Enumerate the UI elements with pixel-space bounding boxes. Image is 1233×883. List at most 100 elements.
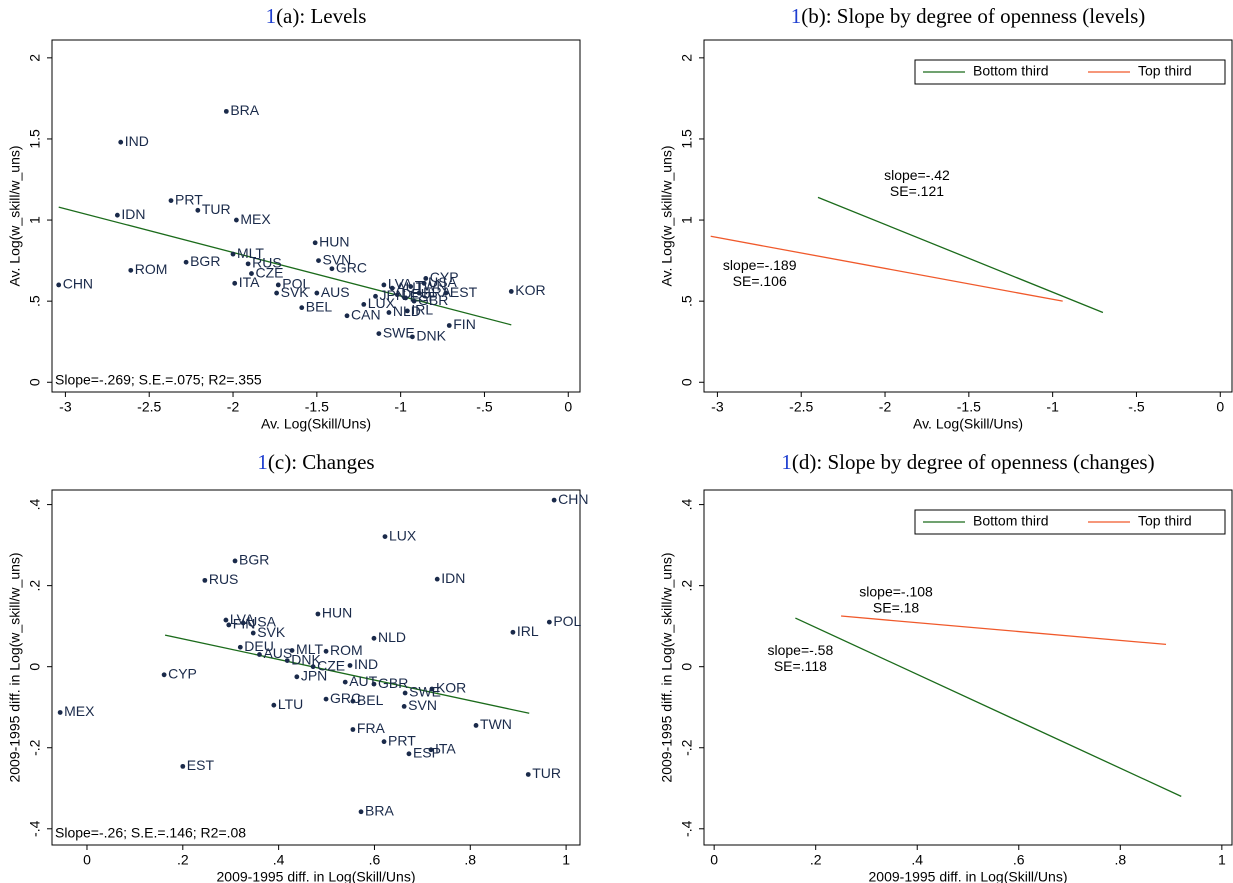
point-label: SVK	[257, 624, 286, 640]
data-point	[446, 323, 452, 328]
panel: 1(b): Slope by degree of openness (level…	[659, 4, 1233, 432]
y-axis-label: 2009-1995 diff. in Log(w_skill/w_uns)	[659, 552, 675, 782]
data-point	[421, 280, 427, 286]
data-point	[128, 267, 134, 273]
point-label: NLD	[393, 303, 421, 319]
x-tick-label: -2.5	[137, 399, 161, 415]
data-point	[394, 292, 400, 298]
point-label: BRA	[230, 102, 259, 118]
fit-line	[164, 634, 530, 714]
data-point	[382, 534, 388, 540]
point-label: CAN	[351, 306, 381, 322]
data-point	[350, 698, 356, 704]
data-point	[323, 648, 329, 654]
data-point	[546, 619, 552, 625]
x-axis-label: Av. Log(Skill/Uns)	[261, 416, 371, 432]
data-point	[161, 672, 167, 678]
data-point	[249, 271, 254, 276]
data-point	[406, 751, 412, 757]
x-tick-label: 0	[1216, 399, 1224, 415]
data-point	[434, 576, 440, 582]
point-label: AUS	[321, 284, 350, 300]
point-label: DEU	[244, 638, 274, 654]
data-point	[257, 652, 262, 657]
se-label: SE=.121	[890, 183, 944, 199]
point-label: MEX	[240, 211, 271, 227]
panel-title: 1(c): Changes	[257, 450, 374, 474]
data-point	[240, 620, 246, 626]
x-tick-label: -.5	[476, 399, 493, 415]
data-point	[56, 282, 62, 288]
y-tick-label: 2	[679, 54, 695, 62]
point-label: EST	[187, 757, 215, 773]
data-point	[358, 809, 364, 815]
point-label: ROM	[330, 642, 363, 658]
point-label: POL	[553, 613, 581, 629]
point-label: SVK	[281, 284, 310, 300]
point-label: AUS	[263, 645, 292, 661]
point-label: ITA	[435, 740, 456, 756]
point-label: GBR	[418, 292, 448, 308]
data-point	[329, 266, 335, 272]
point-label: USA	[428, 274, 457, 290]
data-point	[316, 258, 321, 264]
point-label: DEU	[401, 285, 431, 301]
point-label: KOR	[515, 282, 545, 298]
data-point	[223, 108, 229, 114]
point-label: DNK	[416, 328, 446, 344]
plot-frame	[703, 489, 1233, 846]
data-point	[401, 704, 407, 709]
data-point	[342, 679, 348, 685]
y-tick-label: 0	[27, 378, 43, 386]
point-label: KOR	[436, 680, 466, 696]
x-tick-label: 1	[562, 852, 570, 868]
series-line	[817, 196, 1104, 314]
legend-label: Bottom third	[973, 513, 1048, 529]
x-tick-label: 0	[564, 399, 572, 415]
title-text: (c): Changes	[268, 450, 375, 474]
y-tick-label: .2	[679, 580, 695, 592]
slope-label: slope=-.42	[884, 167, 950, 183]
series-line	[841, 615, 1167, 646]
title-text: (d): Slope by degree of openness (change…	[792, 450, 1155, 474]
plot-frame	[51, 39, 581, 393]
point-label: ITA	[239, 274, 260, 290]
series-line	[710, 235, 1063, 302]
data-point	[551, 497, 557, 503]
point-label: CZE	[255, 264, 283, 280]
point-label: ROM	[135, 261, 168, 277]
point-label: IRL	[411, 302, 433, 318]
point-label: SVN	[408, 697, 437, 713]
data-point	[202, 577, 208, 583]
data-point	[271, 702, 277, 708]
y-tick-label: -.2	[679, 739, 695, 756]
y-tick-label: 2	[27, 54, 43, 62]
point-label: CZE	[317, 657, 345, 673]
data-point	[57, 710, 63, 715]
y-tick-label: .4	[679, 499, 695, 511]
point-label: NLD	[378, 629, 406, 645]
data-point	[404, 308, 410, 314]
data-point	[245, 261, 251, 267]
y-tick-label: .5	[679, 295, 695, 307]
point-label: JPN	[380, 287, 406, 303]
point-label: JPN	[301, 668, 327, 684]
point-label: HUN	[322, 605, 352, 621]
point-label: LUX	[389, 527, 417, 543]
y-tick-label: 1	[27, 216, 43, 224]
data-point	[381, 739, 387, 745]
data-point	[347, 663, 353, 668]
point-label: USA	[247, 614, 276, 630]
point-label: RUS	[209, 571, 239, 587]
point-label: BEL	[357, 692, 384, 708]
data-point	[232, 280, 238, 286]
x-tick-label: -3	[711, 399, 724, 415]
plot-frame	[51, 489, 581, 846]
point-label: BRA	[365, 802, 394, 818]
y-tick-label: -.4	[27, 820, 43, 837]
x-tick-label: .6	[1013, 852, 1025, 868]
point-label: ESP	[410, 289, 438, 305]
data-point	[299, 305, 305, 311]
point-label: IDN	[121, 206, 145, 222]
x-tick-label: .4	[273, 852, 285, 868]
